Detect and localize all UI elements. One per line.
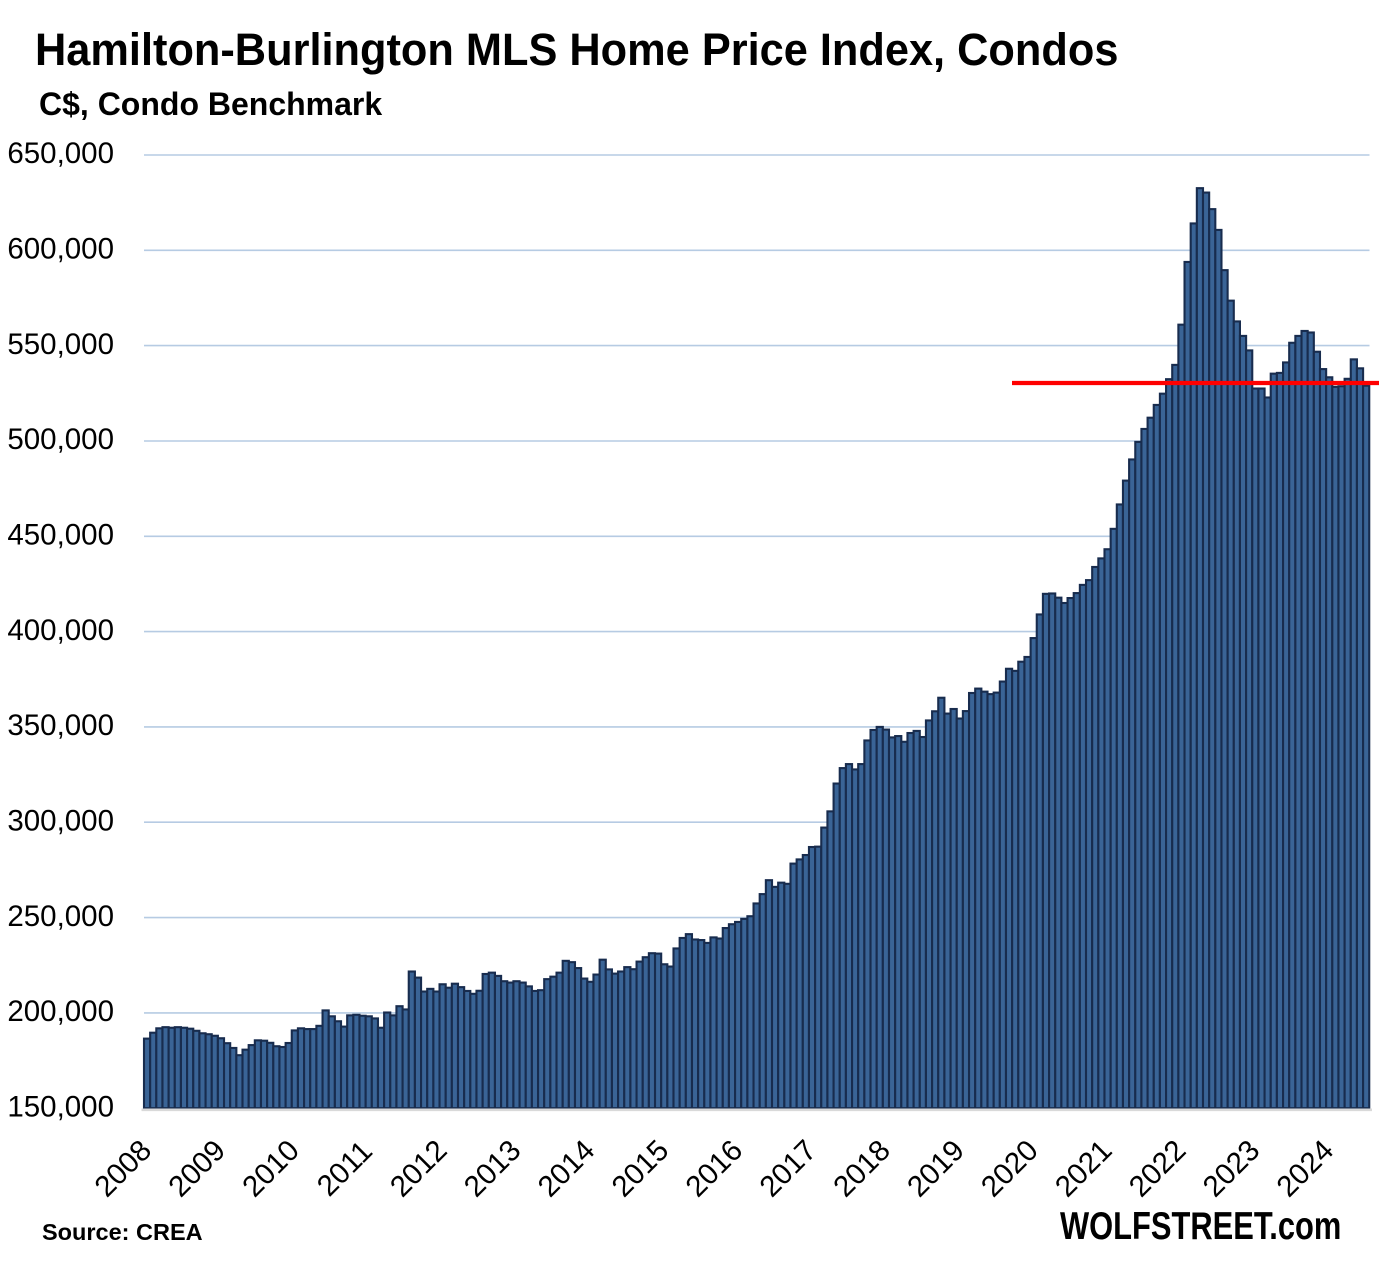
svg-text:2009: 2009 [162,1134,232,1204]
svg-text:2012: 2012 [384,1134,454,1204]
svg-text:2018: 2018 [827,1134,897,1204]
svg-text:2020: 2020 [975,1134,1045,1204]
svg-text:2019: 2019 [901,1134,971,1204]
svg-text:600,000: 600,000 [7,232,114,265]
svg-text:650,000: 650,000 [7,137,114,170]
svg-text:2024: 2024 [1270,1134,1340,1204]
svg-text:500,000: 500,000 [7,423,114,456]
svg-text:550,000: 550,000 [7,328,114,361]
svg-text:2008: 2008 [88,1134,158,1204]
svg-text:2011: 2011 [311,1134,379,1202]
svg-text:2010: 2010 [236,1134,306,1204]
svg-text:150,000: 150,000 [7,1090,114,1123]
svg-text:2014: 2014 [532,1134,602,1204]
svg-text:450,000: 450,000 [7,518,114,551]
svg-text:2017: 2017 [753,1134,823,1204]
svg-text:2022: 2022 [1123,1134,1193,1204]
svg-text:200,000: 200,000 [7,995,114,1028]
svg-text:2015: 2015 [606,1134,676,1204]
svg-text:300,000: 300,000 [7,804,114,837]
svg-text:400,000: 400,000 [7,614,114,647]
svg-text:2016: 2016 [679,1134,749,1204]
svg-text:2013: 2013 [458,1134,528,1204]
svg-text:2021: 2021 [1049,1134,1119,1204]
svg-text:250,000: 250,000 [7,900,114,933]
svg-text:350,000: 350,000 [7,709,114,742]
svg-text:2023: 2023 [1197,1134,1267,1204]
